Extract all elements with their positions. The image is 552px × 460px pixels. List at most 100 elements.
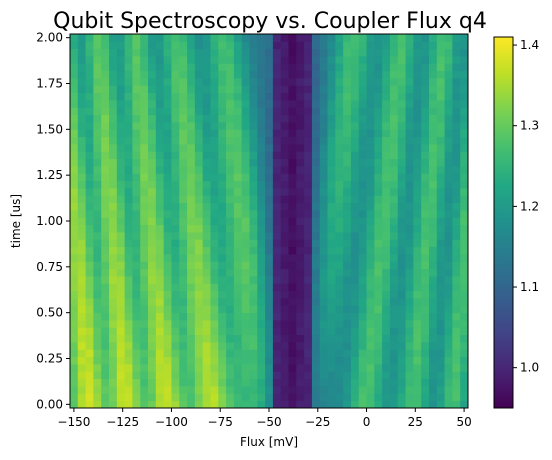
heatmap-cell — [350, 239, 360, 248]
heatmap-cell — [413, 246, 422, 255]
heatmap-cell — [265, 85, 274, 94]
heatmap-cell — [444, 202, 453, 211]
heatmap-cell — [405, 246, 414, 255]
heatmap-cell — [155, 195, 165, 204]
heatmap-cell — [109, 400, 118, 409]
heatmap-cell — [101, 41, 110, 50]
heatmap-cell — [109, 356, 118, 365]
heatmap-cell — [210, 298, 219, 306]
heatmap-cell — [304, 364, 313, 372]
heatmap-cell — [389, 327, 399, 336]
heatmap-cell — [405, 305, 414, 314]
heatmap-cell — [148, 224, 157, 233]
heatmap-cell — [444, 78, 453, 86]
heatmap-cell — [233, 400, 243, 409]
heatmap-cell — [218, 283, 227, 292]
heatmap-cell — [70, 246, 79, 255]
heatmap-cell — [257, 268, 266, 277]
heatmap-cell — [397, 136, 406, 145]
heatmap-cell — [389, 195, 399, 204]
heatmap-cell — [288, 298, 297, 306]
heatmap-cell — [124, 173, 133, 182]
heatmap-cell — [93, 122, 102, 130]
heatmap-cell — [413, 34, 422, 42]
heatmap-cell — [226, 393, 235, 402]
heatmap-cell — [413, 224, 422, 233]
heatmap-cell — [210, 378, 219, 387]
heatmap-cell — [241, 70, 250, 79]
heatmap-cell — [397, 224, 406, 233]
heatmap-cell — [436, 320, 445, 328]
heatmap-cell — [366, 268, 375, 277]
heatmap-cell — [343, 283, 352, 292]
heatmap-cell — [187, 364, 196, 372]
heatmap-cell — [109, 290, 118, 299]
heatmap-cell — [226, 320, 235, 328]
heatmap-cell — [85, 378, 94, 387]
heatmap-cell — [413, 342, 422, 350]
heatmap-cell — [436, 92, 445, 101]
heatmap-cell — [265, 254, 274, 262]
heatmap-cell — [241, 349, 250, 358]
heatmap-cell — [155, 290, 165, 299]
heatmap-cell — [343, 195, 352, 204]
heatmap-cell — [452, 92, 461, 101]
heatmap-cell — [350, 224, 360, 233]
heatmap-cell — [311, 122, 321, 130]
heatmap-cell — [187, 283, 196, 292]
heatmap-cell — [101, 349, 110, 358]
heatmap-cell — [311, 386, 321, 394]
heatmap-cell — [148, 290, 157, 299]
heatmap-cell — [249, 371, 258, 380]
heatmap-cell — [358, 173, 367, 182]
heatmap-cell — [460, 305, 469, 314]
heatmap-cell — [194, 158, 204, 167]
heatmap-cell — [389, 151, 399, 160]
heatmap-cell — [366, 312, 375, 321]
heatmap-cell — [421, 334, 430, 343]
heatmap-cell — [374, 261, 383, 270]
heatmap-cell — [171, 195, 180, 204]
heatmap-cell — [452, 378, 461, 387]
heatmap-cell — [397, 320, 406, 328]
heatmap-cell — [397, 386, 406, 394]
heatmap-cell — [70, 356, 79, 365]
heatmap-cell — [460, 70, 469, 79]
heatmap-cell — [124, 217, 133, 226]
heatmap-cell — [452, 70, 461, 79]
heatmap-cell — [382, 48, 391, 57]
heatmap-cell — [218, 173, 227, 182]
heatmap-cell — [296, 78, 305, 86]
heatmap-cell — [319, 378, 328, 387]
heatmap-cell — [343, 290, 352, 299]
heatmap-cell — [389, 217, 399, 226]
heatmap-cell — [327, 224, 336, 233]
heatmap-cell — [272, 371, 282, 380]
heatmap-cell — [171, 298, 180, 306]
heatmap-cell — [85, 224, 94, 233]
heatmap-cell — [272, 232, 282, 240]
heatmap-cell — [460, 92, 469, 101]
heatmap-cell — [343, 371, 352, 380]
heatmap-cell — [358, 107, 367, 116]
heatmap-cell — [304, 48, 313, 57]
heatmap-cell — [140, 107, 149, 116]
heatmap-cell — [85, 210, 94, 218]
heatmap-cell — [382, 144, 391, 152]
heatmap-cell — [257, 356, 266, 365]
heatmap-cell — [288, 356, 297, 365]
heatmap-cell — [148, 349, 157, 358]
heatmap-cell — [389, 246, 399, 255]
heatmap-cell — [413, 56, 422, 64]
heatmap-cell — [397, 232, 406, 240]
heatmap-cell — [272, 298, 282, 306]
heatmap-cell — [124, 78, 133, 86]
heatmap-cell — [350, 151, 360, 160]
heatmap-cell — [265, 349, 274, 358]
heatmap-cell — [436, 100, 445, 108]
heatmap-cell — [288, 276, 297, 284]
heatmap-cell — [77, 122, 86, 130]
heatmap-cell — [249, 254, 258, 262]
heatmap-cell — [327, 254, 336, 262]
heatmap-cell — [85, 320, 94, 328]
